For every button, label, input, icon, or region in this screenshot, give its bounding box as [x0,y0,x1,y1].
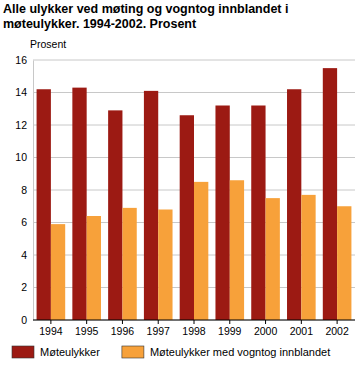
bar [230,180,244,320]
x-tick-label: 1995 [75,325,99,337]
bar [108,110,122,320]
y-tick: 14 [15,86,33,98]
x-tick-mark [301,320,302,324]
x-tick-mark [265,320,266,324]
x-tick-label: 2000 [254,325,278,337]
x-tick-mark [337,320,338,324]
y-tick-label: 14 [15,86,27,98]
legend-swatch [122,346,144,358]
x-tick: 1999 [218,320,242,337]
legend-item: Møteulykker [12,346,100,358]
x-tick-label: 2002 [325,325,349,337]
chart-container: Alle ulykker ved møting og vogntog innbl… [0,0,361,372]
bar [337,206,351,320]
x-tick-mark [194,320,195,324]
chart-svg: Alle ulykker ved møting og vogntog innbl… [0,0,361,372]
y-tick: 6 [21,216,33,228]
bar [194,182,208,320]
y-tick: 4 [21,249,33,261]
bar [266,198,280,320]
y-tick-label: 6 [21,216,27,228]
x-tick-label: 1998 [182,325,206,337]
y-tick-label: 12 [15,119,27,131]
y-tick: 2 [21,281,33,293]
bars [37,68,352,320]
x-tick-label: 1996 [111,325,135,337]
x-tick: 2000 [254,320,278,337]
y-tick: 0 [21,314,33,326]
x-tick: 1995 [75,320,99,337]
y-tick-label: 0 [21,314,27,326]
x-tick-mark [158,320,159,324]
bar [158,210,172,321]
bar [287,89,301,320]
bar [51,224,65,320]
title: Alle ulykker ved møting og vogntog innbl… [3,2,288,31]
x-tick: 1998 [182,320,206,337]
legend-label: Møteulykker med vogntog innblandet [150,346,330,358]
legend-label: Møteulykker [40,346,100,358]
x-tick-label: 1999 [218,325,242,337]
bar [72,88,86,320]
y-tick: 10 [15,151,33,163]
x-tick: 2001 [290,320,314,337]
x-tick: 1997 [147,320,171,337]
x-tick: 2002 [325,320,349,337]
x-tick-mark [122,320,123,324]
x-tick-mark [86,320,87,324]
bar [144,91,158,320]
y-axis-title: Prosent [30,38,66,50]
x-tick-label: 2001 [290,325,314,337]
y-tick: 8 [21,184,33,196]
y-axis-line [33,61,34,321]
bar [301,195,315,320]
y-tick-label: 16 [15,54,27,66]
grid-line [33,60,355,61]
x-axis: 1994 1995 1996 1997 1998 1999 2000 2001 2002 [33,320,355,337]
x-tick-label: 1997 [147,325,171,337]
x-tick: 1996 [111,320,135,337]
y-tick: 16 [15,54,33,66]
y-tick: 12 [15,119,33,131]
x-tick: 1994 [39,320,63,337]
legend-swatch [12,346,34,358]
x-tick-mark [50,320,51,324]
bar [37,89,51,320]
y-tick-label: 8 [21,184,27,196]
bar [215,106,229,321]
bar [251,106,265,321]
legend-item: Møteulykker med vogntog innblandet [122,346,330,358]
y-axis: 0 2 4 6 8 10 12 14 16 [15,54,33,326]
x-tick-mark [229,320,230,324]
bar [323,68,337,320]
y-tick-label: 2 [21,281,27,293]
bar [122,208,136,320]
bar [87,216,101,320]
bar [180,115,194,320]
y-tick-label: 4 [21,249,27,261]
legend: Møteulykker Møteulykker med vogntog innbl… [12,346,330,358]
y-tick-label: 10 [15,151,27,163]
grid [33,60,355,320]
x-tick-label: 1994 [39,325,63,337]
